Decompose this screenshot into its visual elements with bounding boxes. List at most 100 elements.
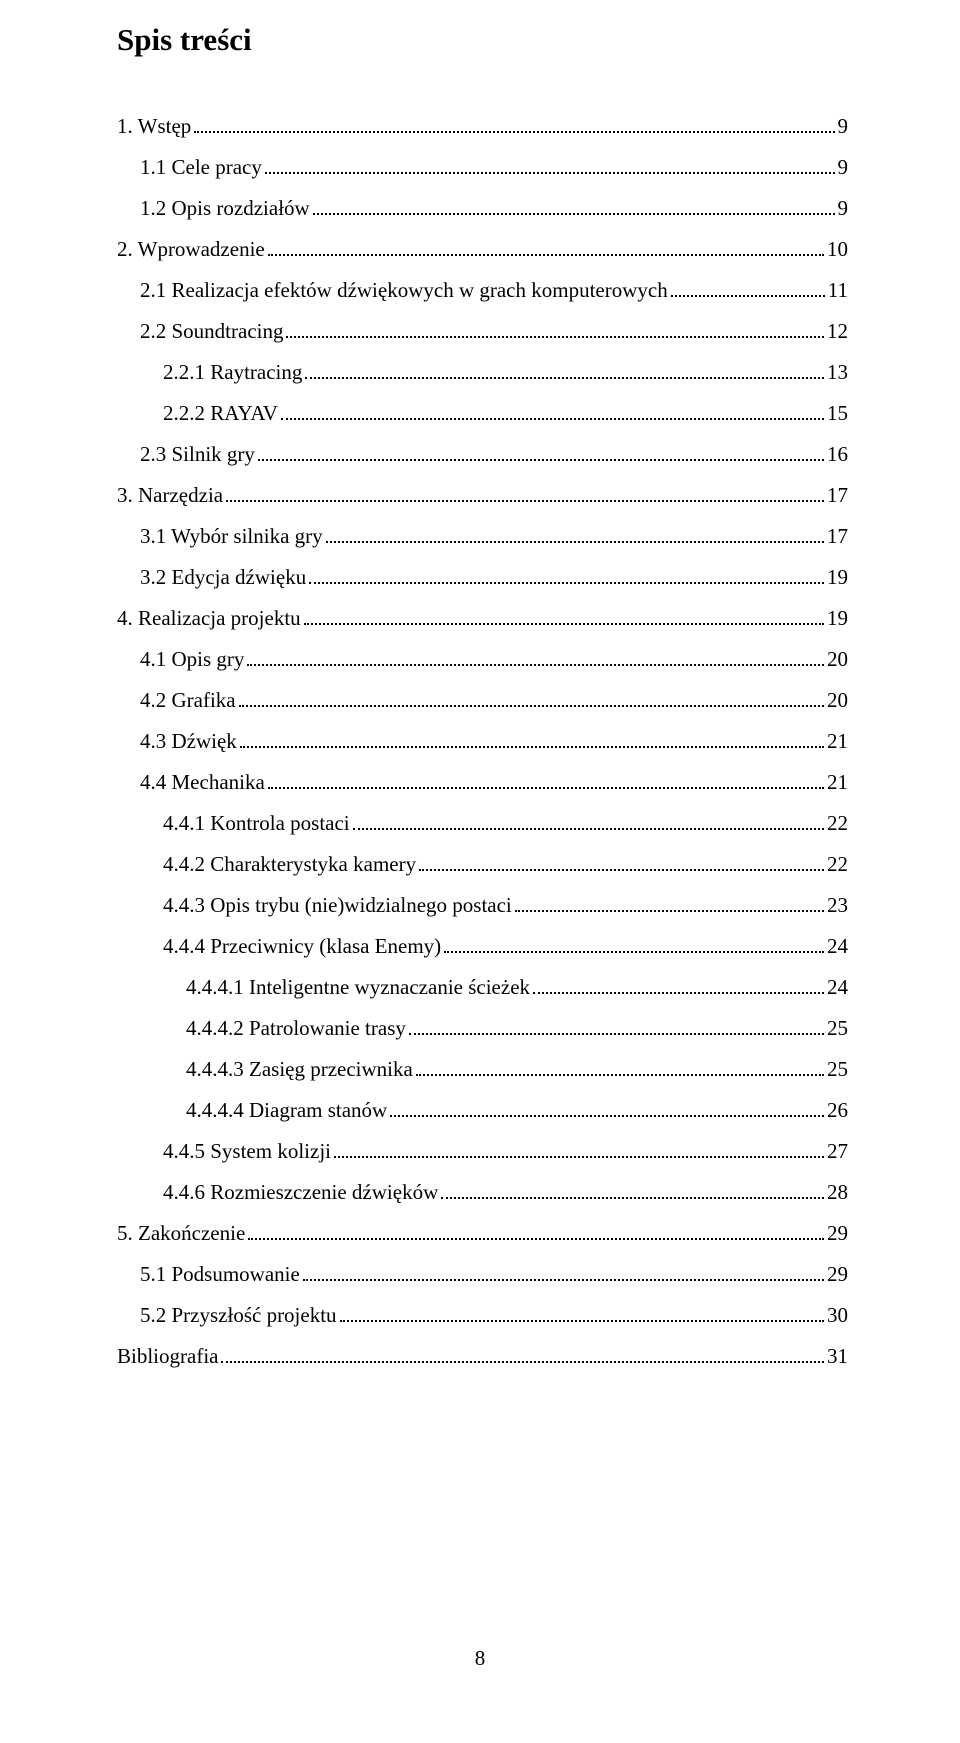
toc-entry-text: 2.2.2 RAYAV [163,403,278,424]
toc-entry: 4.4.4.4 Diagram stanów 26 [117,1100,848,1121]
toc-leader-dots [248,1238,824,1240]
toc-entry-text: 4.4.3 Opis trybu (nie)widzialnego postac… [163,895,512,916]
toc-entry-page: 16 [827,444,848,465]
toc-entry: 2.2 Soundtracing 12 [117,321,848,342]
toc-entry: 4.4.3 Opis trybu (nie)widzialnego postac… [117,895,848,916]
toc-entry-page: 21 [827,772,848,793]
table-of-contents: 1. Wstęp91.1 Cele pracy91.2 Opis rozdzia… [117,116,848,1367]
toc-entry: 1.2 Opis rozdziałów 9 [117,198,848,219]
toc-leader-dots [258,459,824,461]
toc-entry: 3.1 Wybór silnika gry 17 [117,526,848,547]
toc-leader-dots [239,705,824,707]
toc-leader-dots [416,1074,824,1076]
toc-entry-text: 2.1 Realizacja efektów dźwiękowych w gra… [140,280,668,301]
toc-entry: 4.3 Dźwięk21 [117,731,848,752]
toc-leader-dots [409,1033,824,1035]
toc-entry-page: 24 [827,977,848,998]
toc-entry-page: 26 [827,1100,848,1121]
document-page: Spis treści 1. Wstęp91.1 Cele pracy91.2 … [0,0,960,1743]
toc-entry-text: 4. Realizacja projektu [117,608,301,629]
toc-entry-page: 19 [827,567,848,588]
toc-entry-page: 31 [827,1346,848,1367]
toc-entry: 4.4.1 Kontrola postaci22 [117,813,848,834]
toc-entry: 4.4.4.2 Patrolowanie trasy 25 [117,1018,848,1039]
toc-leader-dots [309,582,824,584]
toc-entry-text: 2.3 Silnik gry [140,444,255,465]
toc-entry: 1.1 Cele pracy 9 [117,157,848,178]
toc-entry-page: 17 [827,526,848,547]
toc-leader-dots [340,1320,824,1322]
toc-leader-dots [444,951,824,953]
toc-entry: Bibliografia 31 [117,1346,848,1367]
toc-entry-text: 4.1 Opis gry [140,649,244,670]
toc-entry: 3. Narzędzia17 [117,485,848,506]
toc-leader-dots [268,254,824,256]
toc-entry-page: 29 [827,1264,848,1285]
toc-entry-text: 4.3 Dźwięk [140,731,237,752]
toc-entry-text: 4.4.4.1 Inteligentne wyznaczanie ścieżek [186,977,530,998]
toc-leader-dots [268,787,824,789]
toc-entry-page: 22 [827,854,848,875]
toc-entry-text: 5.1 Podsumowanie [140,1264,300,1285]
toc-entry-page: 9 [838,116,849,137]
toc-entry-page: 12 [827,321,848,342]
toc-entry: 1. Wstęp 9 [117,116,848,137]
toc-entry-page: 10 [827,239,848,260]
toc-entry-page: 9 [838,157,849,178]
toc-entry-text: 1. Wstęp [117,116,191,137]
toc-entry-page: 9 [838,198,849,219]
toc-leader-dots [240,746,824,748]
toc-entry-text: 2.2 Soundtracing [140,321,283,342]
toc-entry: 2.3 Silnik gry 16 [117,444,848,465]
toc-entry: 4.4.5 System kolizji 27 [117,1141,848,1162]
toc-entry: 2.2.1 Raytracing13 [117,362,848,383]
toc-leader-dots [265,172,835,174]
toc-entry-page: 30 [827,1305,848,1326]
toc-entry-text: 3.2 Edycja dźwięku [140,567,306,588]
toc-entry: 5. Zakończenie 29 [117,1223,848,1244]
toc-entry-text: 5. Zakończenie [117,1223,245,1244]
toc-entry-page: 29 [827,1223,848,1244]
toc-entry-text: 1.1 Cele pracy [140,157,262,178]
toc-entry-text: 4.4.4 Przeciwnicy (klasa Enemy) [163,936,441,957]
toc-entry: 4.4.6 Rozmieszczenie dźwięków28 [117,1182,848,1203]
toc-entry: 4.4 Mechanika21 [117,772,848,793]
toc-entry: 2.1 Realizacja efektów dźwiękowych w gra… [117,280,848,301]
toc-entry: 4. Realizacja projektu19 [117,608,848,629]
toc-leader-dots [390,1115,824,1117]
toc-entry-page: 25 [827,1018,848,1039]
toc-leader-dots [226,500,824,502]
toc-leader-dots [671,295,825,297]
toc-entry-text: 1.2 Opis rozdziałów [140,198,310,219]
toc-entry-text: 4.4.4.4 Diagram stanów [186,1100,387,1121]
toc-entry-text: 3.1 Wybór silnika gry [140,526,323,547]
toc-entry-page: 23 [827,895,848,916]
toc-entry: 3.2 Edycja dźwięku 19 [117,567,848,588]
toc-entry-text: 4.4.5 System kolizji [163,1141,331,1162]
toc-entry-page: 20 [827,690,848,711]
toc-entry-text: 4.4.6 Rozmieszczenie dźwięków [163,1182,438,1203]
toc-entry-text: 4.4.4.2 Patrolowanie trasy [186,1018,406,1039]
toc-entry-text: 3. Narzędzia [117,485,223,506]
toc-leader-dots [286,336,824,338]
toc-leader-dots [419,869,824,871]
toc-entry: 4.2 Grafika 20 [117,690,848,711]
toc-entry-text: 5.2 Przyszłość projektu [140,1305,337,1326]
toc-title: Spis treści [117,22,848,58]
toc-leader-dots [194,131,834,133]
toc-leader-dots [281,418,824,420]
toc-entry: 2.2.2 RAYAV 15 [117,403,848,424]
toc-leader-dots [353,828,824,830]
toc-entry-text: 4.2 Grafika [140,690,236,711]
toc-entry-page: 11 [828,280,848,301]
toc-entry-page: 15 [827,403,848,424]
toc-leader-dots [533,992,824,994]
toc-leader-dots [326,541,824,543]
toc-entry: 4.4.4.1 Inteligentne wyznaczanie ścieżek… [117,977,848,998]
toc-entry-text: 4.4.2 Charakterystyka kamery [163,854,416,875]
toc-entry: 4.4.2 Charakterystyka kamery 22 [117,854,848,875]
toc-entry-page: 27 [827,1141,848,1162]
toc-entry: 4.4.4 Przeciwnicy (klasa Enemy)24 [117,936,848,957]
toc-entry-text: Bibliografia [117,1346,218,1367]
toc-entry: 5.1 Podsumowanie 29 [117,1264,848,1285]
